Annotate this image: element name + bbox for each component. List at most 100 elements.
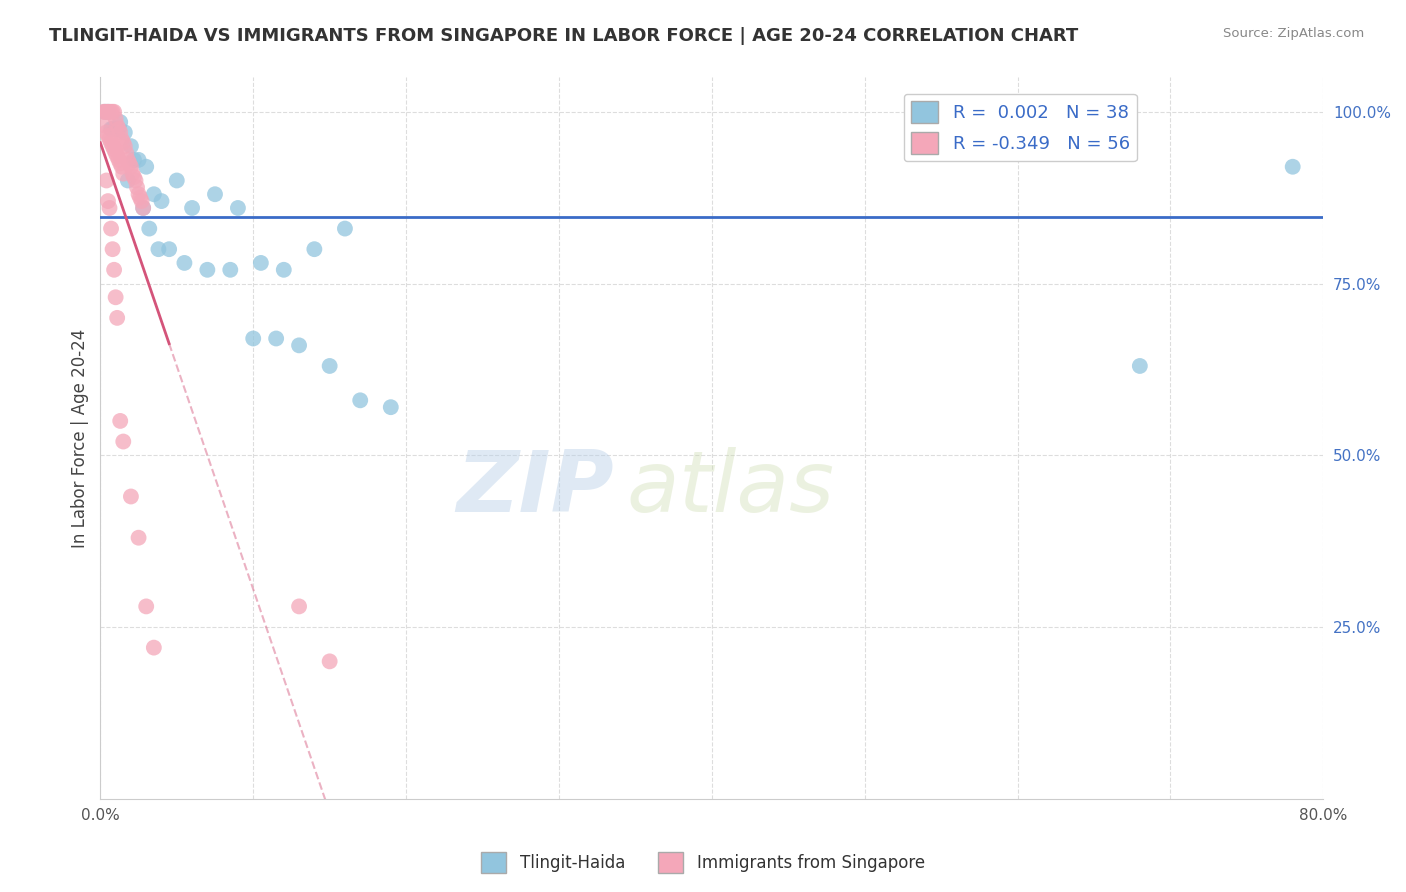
Legend: R =  0.002   N = 38, R = -0.349   N = 56: R = 0.002 N = 38, R = -0.349 N = 56 xyxy=(904,94,1137,161)
Point xyxy=(101,122,124,136)
Point xyxy=(110,156,132,170)
Point xyxy=(103,104,125,119)
Point xyxy=(242,331,264,345)
Y-axis label: In Labor Force | Age 20-24: In Labor Force | Age 20-24 xyxy=(72,328,89,548)
Point xyxy=(273,262,295,277)
Point xyxy=(96,125,118,139)
Point xyxy=(105,149,128,163)
Point xyxy=(103,143,125,157)
Point xyxy=(120,490,142,504)
Text: Source: ZipAtlas.com: Source: ZipAtlas.com xyxy=(1223,27,1364,40)
Point xyxy=(150,194,173,208)
Point xyxy=(132,201,155,215)
Point xyxy=(100,221,122,235)
Point xyxy=(226,201,249,215)
Point xyxy=(128,187,150,202)
Point xyxy=(333,221,356,235)
Point xyxy=(112,167,135,181)
Point xyxy=(120,139,142,153)
Text: ZIP: ZIP xyxy=(457,447,614,530)
Point xyxy=(1129,359,1152,373)
Point xyxy=(318,359,340,373)
Point xyxy=(107,153,129,167)
Point xyxy=(110,115,132,129)
Point xyxy=(166,173,188,187)
Point xyxy=(100,136,122,150)
Point xyxy=(110,414,132,428)
Point xyxy=(129,191,152,205)
Point xyxy=(110,125,132,139)
Point xyxy=(349,393,371,408)
Point xyxy=(101,104,124,119)
Text: TLINGIT-HAIDA VS IMMIGRANTS FROM SINGAPORE IN LABOR FORCE | AGE 20-24 CORRELATIO: TLINGIT-HAIDA VS IMMIGRANTS FROM SINGAPO… xyxy=(49,27,1078,45)
Point xyxy=(125,180,148,194)
Point xyxy=(111,132,134,146)
Point xyxy=(138,221,160,235)
Point xyxy=(105,310,128,325)
Point xyxy=(142,187,165,202)
Point xyxy=(93,104,115,119)
Point xyxy=(96,173,118,187)
Point xyxy=(128,531,150,545)
Point xyxy=(121,167,143,181)
Point xyxy=(181,201,204,215)
Point xyxy=(131,194,153,208)
Point xyxy=(96,104,118,119)
Point xyxy=(318,654,340,668)
Point xyxy=(114,125,136,139)
Point xyxy=(115,146,138,161)
Point xyxy=(107,122,129,136)
Point xyxy=(304,242,326,256)
Point xyxy=(98,201,121,215)
Point xyxy=(98,104,121,119)
Point xyxy=(100,104,122,119)
Text: atlas: atlas xyxy=(626,447,834,530)
Point xyxy=(124,173,146,187)
Point xyxy=(380,400,402,414)
Point xyxy=(148,242,170,256)
Point xyxy=(101,139,124,153)
Point xyxy=(250,256,273,270)
Point xyxy=(118,156,141,170)
Point xyxy=(107,122,129,136)
Point xyxy=(128,153,150,167)
Point xyxy=(132,201,155,215)
Legend: Tlingit-Haida, Immigrants from Singapore: Tlingit-Haida, Immigrants from Singapore xyxy=(475,846,931,880)
Point xyxy=(104,290,127,304)
Point xyxy=(117,153,139,167)
Point xyxy=(117,173,139,187)
Point xyxy=(100,122,122,136)
Point xyxy=(97,104,120,119)
Point xyxy=(103,262,125,277)
Point xyxy=(97,128,120,143)
Point xyxy=(101,242,124,256)
Point xyxy=(135,160,157,174)
Point xyxy=(195,262,218,277)
Point xyxy=(204,187,226,202)
Point xyxy=(157,242,180,256)
Point xyxy=(97,194,120,208)
Point xyxy=(105,119,128,133)
Point xyxy=(288,338,311,352)
Point xyxy=(112,434,135,449)
Point xyxy=(94,104,117,119)
Point xyxy=(104,146,127,161)
Point xyxy=(120,160,142,174)
Point xyxy=(98,132,121,146)
Point xyxy=(288,599,311,614)
Point xyxy=(173,256,195,270)
Point xyxy=(1281,160,1303,174)
Point xyxy=(104,122,127,136)
Point xyxy=(94,119,117,133)
Point xyxy=(122,169,145,184)
Point xyxy=(112,136,135,150)
Point xyxy=(111,160,134,174)
Point xyxy=(142,640,165,655)
Point xyxy=(97,104,120,119)
Point xyxy=(114,139,136,153)
Point xyxy=(264,331,287,345)
Point xyxy=(122,153,145,167)
Point xyxy=(104,112,127,126)
Point xyxy=(219,262,242,277)
Point xyxy=(94,104,117,119)
